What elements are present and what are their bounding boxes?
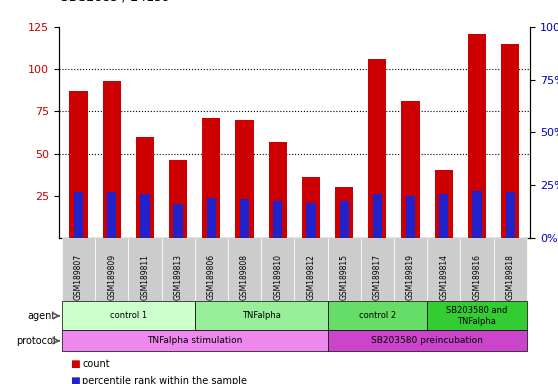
Bar <box>268 142 287 238</box>
Bar <box>435 170 453 238</box>
Text: control 2: control 2 <box>359 311 396 320</box>
Bar <box>174 204 183 238</box>
Bar <box>506 192 515 238</box>
Text: agent: agent <box>27 311 56 321</box>
Bar <box>169 161 187 238</box>
Bar <box>206 197 216 238</box>
Bar <box>273 201 282 238</box>
Text: SB203580 and
TNFalpha: SB203580 and TNFalpha <box>446 306 508 326</box>
Text: TNFalpha stimulation: TNFalpha stimulation <box>147 336 242 345</box>
Text: GSM189808: GSM189808 <box>240 253 249 300</box>
Text: GSM189806: GSM189806 <box>207 253 216 300</box>
Text: GDS2885 / 24159: GDS2885 / 24159 <box>59 0 170 4</box>
Text: GSM189818: GSM189818 <box>506 254 514 300</box>
Text: GSM189811: GSM189811 <box>141 254 150 300</box>
Text: GSM189819: GSM189819 <box>406 253 415 300</box>
Bar <box>401 101 420 238</box>
Text: ■: ■ <box>70 359 79 369</box>
Text: GSM189814: GSM189814 <box>439 253 448 300</box>
Text: SB203580 preincubation: SB203580 preincubation <box>371 336 483 345</box>
Bar <box>335 187 353 238</box>
Text: count: count <box>82 359 110 369</box>
Bar <box>240 199 249 238</box>
Text: GSM189815: GSM189815 <box>340 253 349 300</box>
Text: control 1: control 1 <box>110 311 147 320</box>
Text: percentile rank within the sample: percentile rank within the sample <box>82 376 247 384</box>
Bar <box>69 91 88 238</box>
Bar <box>368 59 387 238</box>
Text: GSM189810: GSM189810 <box>273 253 282 300</box>
Text: ■: ■ <box>70 376 79 384</box>
Bar <box>235 120 254 238</box>
Text: GSM189807: GSM189807 <box>74 253 83 300</box>
Text: GSM189809: GSM189809 <box>107 253 116 300</box>
Bar <box>103 81 121 238</box>
Bar <box>107 192 117 238</box>
Bar <box>140 194 150 238</box>
Text: GSM189813: GSM189813 <box>174 253 182 300</box>
Bar <box>472 191 482 238</box>
Text: GSM189817: GSM189817 <box>373 253 382 300</box>
Bar <box>339 201 349 238</box>
Text: GSM189812: GSM189812 <box>306 254 315 300</box>
Bar <box>202 118 220 238</box>
Bar <box>468 34 486 238</box>
Bar <box>406 196 415 238</box>
Bar <box>74 192 83 238</box>
Text: GSM189816: GSM189816 <box>473 253 482 300</box>
Bar <box>501 44 519 238</box>
Bar <box>439 194 449 238</box>
Text: TNFalpha: TNFalpha <box>242 311 281 320</box>
Bar <box>136 137 154 238</box>
Bar <box>302 177 320 238</box>
Text: protocol: protocol <box>16 336 56 346</box>
Bar <box>306 203 316 238</box>
Bar <box>373 194 382 238</box>
